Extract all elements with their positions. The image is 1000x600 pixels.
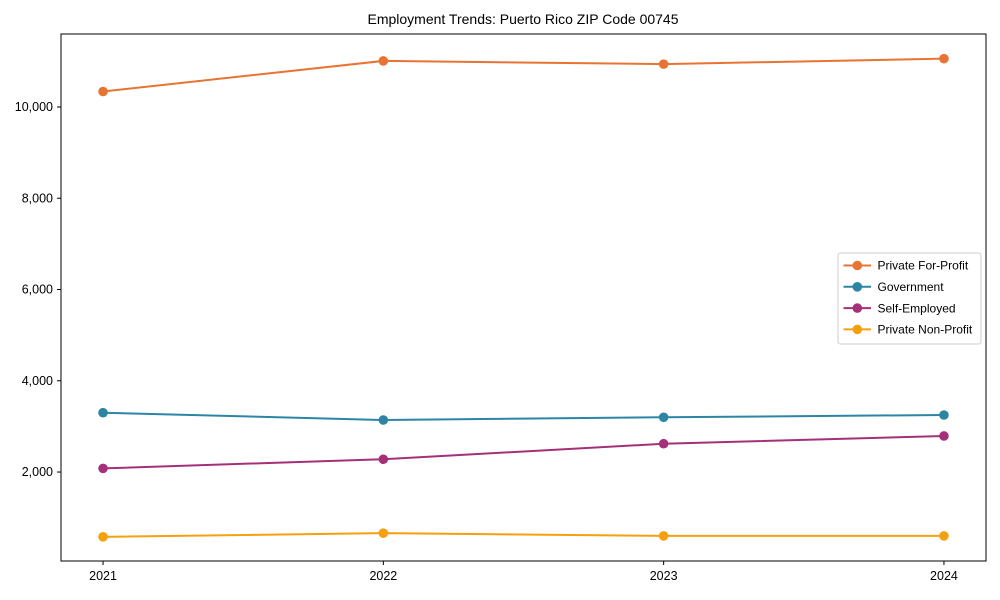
data-point-marker	[98, 86, 108, 97]
data-point-marker	[378, 56, 389, 66]
y-tick-label: 4,000	[22, 374, 53, 388]
legend-marker-icon	[852, 282, 863, 292]
data-point-marker	[939, 410, 949, 420]
y-tick-label: 8,000	[22, 191, 53, 205]
legend-item-label: Government	[878, 280, 945, 294]
series-line	[103, 532, 944, 538]
x-tick-label: 2021	[89, 569, 117, 583]
data-point-marker	[658, 531, 669, 541]
data-point-marker	[98, 463, 108, 474]
series-private-for-profit	[98, 53, 949, 97]
legend-item-label: Private Non-Profit	[878, 323, 973, 337]
x-tick-label: 2024	[930, 569, 958, 583]
data-point-marker	[658, 59, 669, 69]
legend-marker-icon	[852, 324, 863, 335]
y-tick-label: 2,000	[22, 465, 53, 479]
series-government	[98, 407, 949, 425]
plot-area: 2,000 4,000 6,000 8,000 10,000 2021 2022 2023 20…	[15, 33, 987, 583]
legend-item: Government	[843, 280, 945, 294]
legend-marker-icon	[852, 260, 863, 271]
legend-item-label: Self-Employed	[878, 301, 956, 315]
data-point-marker	[378, 528, 389, 538]
x-tick-label: 2023	[650, 569, 678, 583]
data-point-marker	[658, 438, 669, 449]
legend-item-label: Private For-Profit	[878, 259, 969, 273]
data-point-marker	[658, 412, 669, 423]
data-point-marker	[939, 53, 949, 64]
legend-item: Private For-Profit	[843, 259, 969, 273]
axes-spines	[60, 33, 987, 562]
series-line	[103, 411, 944, 422]
series-line	[103, 434, 944, 470]
legend-item: Self-Employed	[843, 301, 956, 315]
series-self-employed	[98, 431, 949, 474]
data-point-marker	[378, 454, 389, 465]
series-line	[102, 57, 944, 93]
data-point-marker	[939, 431, 949, 441]
data-point-marker	[98, 407, 108, 418]
data-point-marker	[98, 532, 108, 542]
y-tick-label: 10,000	[15, 100, 53, 114]
data-point-marker	[378, 415, 389, 425]
legend-marker-icon	[852, 303, 863, 313]
legend-item: Private Non-Profit	[843, 323, 973, 337]
data-point-marker	[939, 531, 949, 541]
y-tick-label: 6,000	[22, 283, 53, 297]
legend: Private For-Profit Government Self-Employe…	[837, 252, 982, 345]
x-tick-label: 2022	[369, 569, 397, 583]
series-private-non-profit	[98, 528, 949, 542]
legend-frame	[837, 252, 982, 345]
chart-title: Employment Trends: Puerto Rico ZIP Code …	[367, 11, 678, 27]
